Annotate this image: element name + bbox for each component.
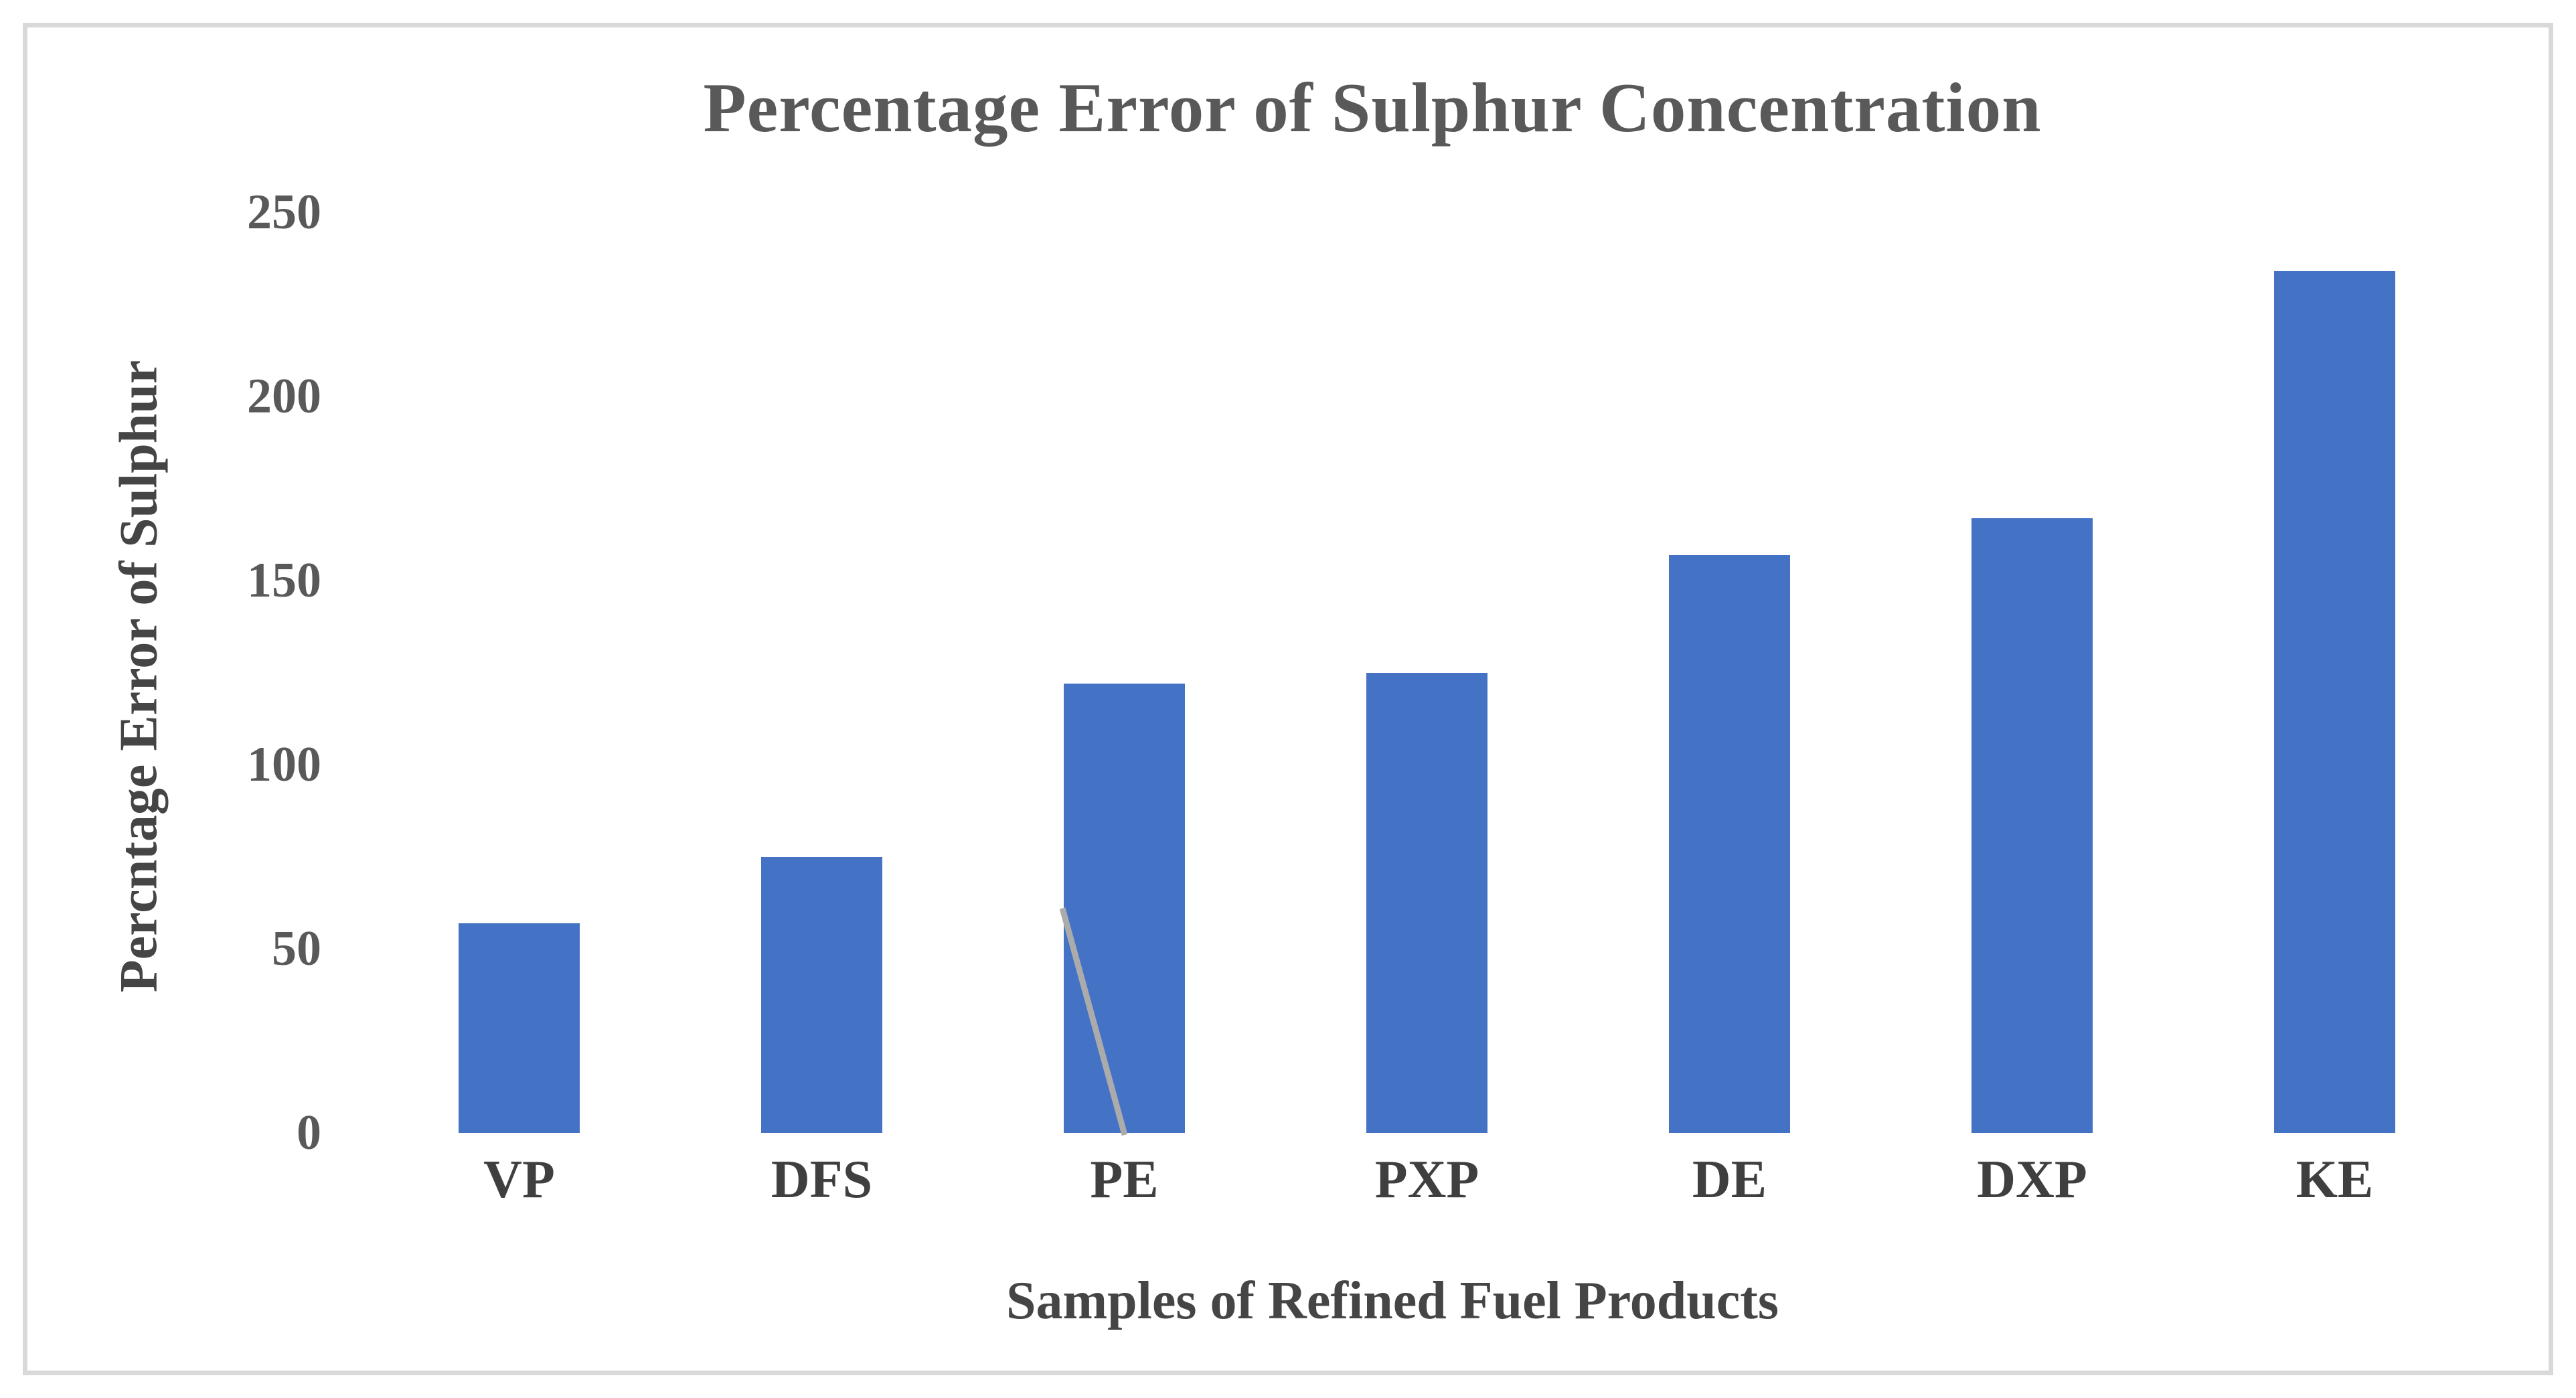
x-category-label-DFS: DFS — [771, 1150, 873, 1209]
y-tick-label-0: 0 — [297, 1105, 321, 1160]
bar-DXP[interactable] — [1971, 518, 2093, 1133]
y-tick-label-200: 200 — [247, 369, 321, 424]
chart-title: Percentage Error of Sulphur Concentratio… — [703, 68, 2042, 147]
bar-DE[interactable] — [1669, 554, 1790, 1133]
x-axis-title: Samples of Refined Fuel Products — [1005, 1271, 1779, 1330]
x-category-label-DE: DE — [1692, 1150, 1767, 1209]
y-axis-title: Percntage Error of Sulphur — [109, 360, 169, 993]
x-category-label-PE: PE — [1090, 1150, 1159, 1209]
y-tick-label-100: 100 — [247, 737, 321, 792]
chart-border — [23, 23, 2553, 1375]
bar-KE[interactable] — [2274, 271, 2395, 1133]
x-category-label-DXP: DXP — [1977, 1150, 2087, 1209]
y-tick-label-250: 250 — [247, 185, 321, 240]
x-category-label-VP: VP — [483, 1150, 555, 1209]
x-category-label-PXP: PXP — [1374, 1150, 1479, 1209]
y-tick-label-50: 50 — [272, 921, 321, 976]
bar-PE[interactable] — [1064, 684, 1185, 1133]
x-category-label-KE: KE — [2296, 1150, 2374, 1209]
y-tick-label-150: 150 — [247, 553, 321, 608]
bar-DFS[interactable] — [761, 856, 882, 1133]
bar-PXP[interactable] — [1366, 672, 1487, 1133]
bar-VP[interactable] — [459, 923, 580, 1133]
